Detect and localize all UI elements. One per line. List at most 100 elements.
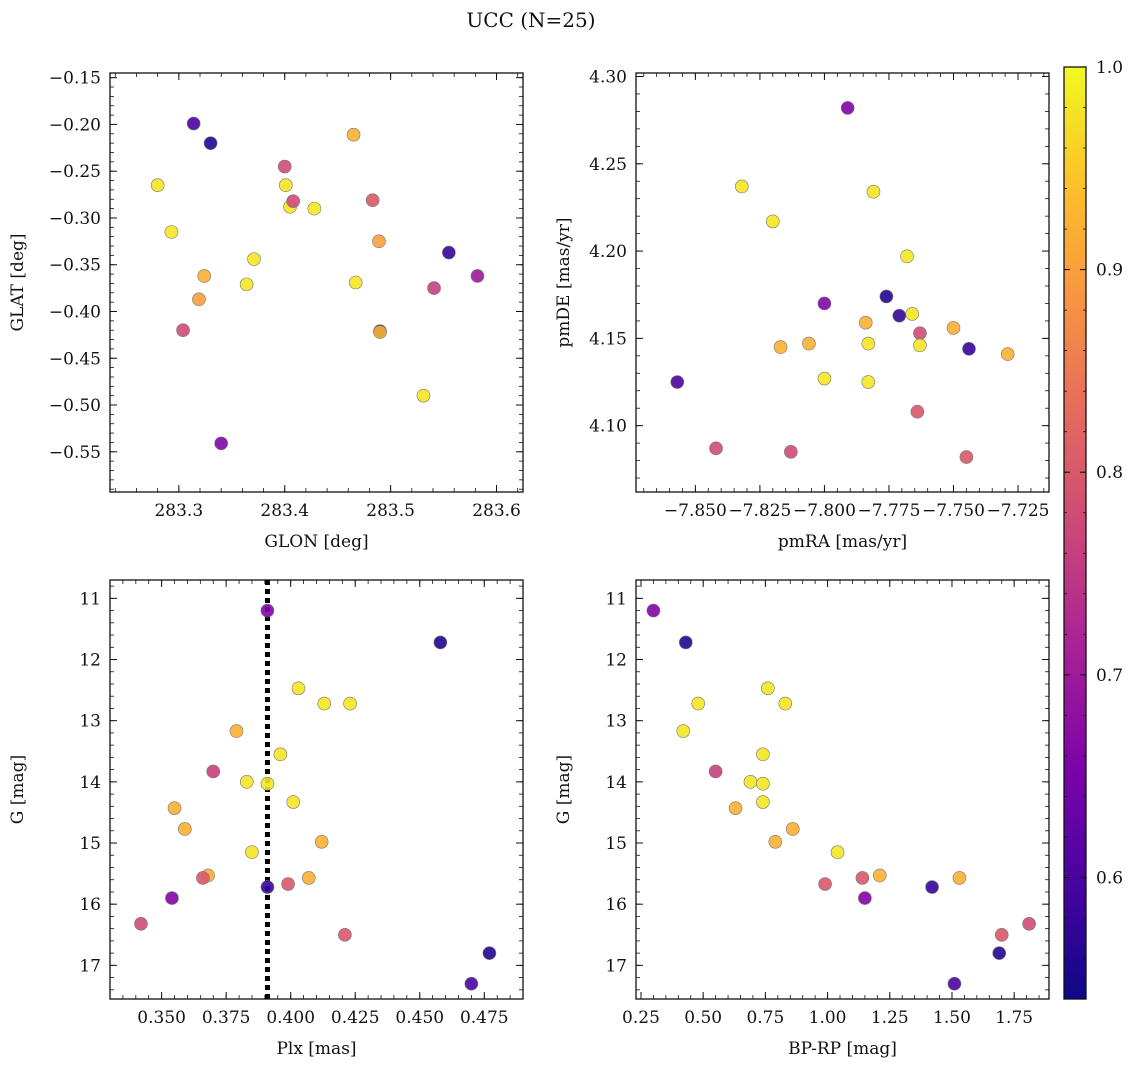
y-tick-label: 4.15: [589, 329, 627, 349]
data-point: [134, 916, 148, 931]
data-point: [773, 340, 788, 354]
data-point: [678, 635, 693, 650]
data-point: [900, 249, 914, 264]
data-point: [910, 404, 925, 419]
data-point: [768, 834, 783, 849]
data-point: [427, 281, 441, 295]
data-point: [278, 178, 293, 193]
y-tick-label: 15: [79, 834, 101, 854]
y-tick-label: 14: [79, 773, 101, 793]
data-point: [348, 275, 363, 290]
data-point: [192, 292, 206, 307]
data-point: [203, 136, 218, 150]
data-point: [165, 891, 179, 905]
data-point: [858, 315, 873, 330]
data-point: [761, 681, 775, 696]
y-tick-label: −0.45: [49, 349, 101, 369]
x-tick-label: 283.6: [472, 501, 521, 521]
x-tick-label: 1.75: [995, 1008, 1033, 1028]
x-tick-label: 0.400: [266, 1008, 315, 1028]
data-point: [317, 696, 332, 711]
data-point: [959, 450, 974, 464]
x-tick-label: 0.475: [460, 1008, 509, 1028]
x-tick-label: 0.350: [137, 1008, 186, 1028]
y-tick-label: −0.30: [49, 209, 101, 229]
y-tick-label: 12: [605, 651, 627, 671]
data-point: [239, 277, 254, 292]
y-tick-label: −0.35: [49, 256, 101, 276]
data-point: [482, 946, 497, 960]
x-tick-label: 283.4: [260, 501, 309, 521]
data-point: [879, 289, 894, 304]
y-tick-label: 4.30: [589, 67, 627, 87]
data-point: [778, 696, 793, 711]
data-point: [992, 946, 1007, 960]
plot-frame: [635, 579, 1050, 1000]
data-point: [709, 441, 723, 456]
data-point: [866, 184, 881, 199]
x-tick-label: 0.450: [395, 1008, 444, 1028]
x-tick-label: 283.3: [154, 501, 203, 521]
x-tick-label: 0.50: [684, 1008, 722, 1028]
data-point: [373, 325, 387, 339]
data-point: [913, 338, 927, 353]
data-point: [913, 326, 927, 340]
y-tick-label: 4.20: [589, 242, 627, 262]
data-point: [676, 724, 691, 738]
x-tick-label: 1.00: [809, 1008, 847, 1028]
data-point: [416, 388, 431, 403]
data-point: [301, 871, 316, 885]
data-point: [186, 116, 201, 131]
data-point: [260, 776, 275, 791]
data-point: [952, 871, 967, 885]
plot-frame: [635, 72, 1050, 493]
y-tick-label: −0.20: [49, 115, 101, 135]
data-point: [343, 696, 357, 711]
data-point: [946, 321, 961, 335]
data-point: [240, 775, 254, 789]
data-point: [785, 822, 800, 836]
y-tick-label: −0.55: [49, 443, 101, 463]
data-point: [817, 371, 832, 386]
x-tick-label: −7.850: [664, 501, 727, 521]
x-tick-label: 0.75: [746, 1008, 784, 1028]
plot-frame: [109, 72, 524, 493]
data-point: [861, 336, 876, 351]
data-point: [281, 877, 295, 891]
data-point: [830, 845, 845, 859]
data-point: [433, 635, 448, 650]
data-point: [338, 927, 352, 942]
data-point: [176, 323, 190, 337]
data-point: [178, 822, 192, 836]
data-point: [286, 795, 301, 809]
data-point: [307, 201, 322, 216]
data-point: [802, 336, 816, 351]
data-point: [691, 696, 705, 711]
y-tick-label: 11: [605, 589, 627, 609]
x-tick-label: −7.750: [922, 501, 985, 521]
data-point: [273, 747, 288, 762]
figure-title: UCC (N=25): [466, 8, 596, 32]
colorbar-tick-label: 1.0: [1096, 58, 1123, 78]
x-axis-label: GLON [deg]: [264, 532, 368, 552]
data-point: [743, 775, 758, 789]
x-tick-label: −7.800: [793, 501, 856, 521]
data-point: [1000, 347, 1015, 361]
y-tick-label: 15: [605, 834, 627, 854]
data-point: [260, 880, 275, 894]
x-tick-label: −7.725: [987, 501, 1050, 521]
data-point: [470, 269, 485, 283]
y-axis-label: GLAT [deg]: [8, 233, 28, 331]
y-axis-label: pmDE [mas/yr]: [554, 217, 574, 347]
data-point: [164, 225, 179, 239]
data-point: [464, 976, 479, 991]
data-point: [1022, 916, 1036, 931]
y-tick-label: 13: [79, 712, 101, 732]
x-tick-label: 283.5: [366, 501, 415, 521]
plot-frame: [109, 579, 524, 1000]
colorbar-tick-label: 0.9: [1096, 261, 1123, 281]
data-point: [756, 795, 770, 809]
data-point: [892, 308, 907, 323]
y-tick-label: −0.15: [49, 69, 101, 89]
